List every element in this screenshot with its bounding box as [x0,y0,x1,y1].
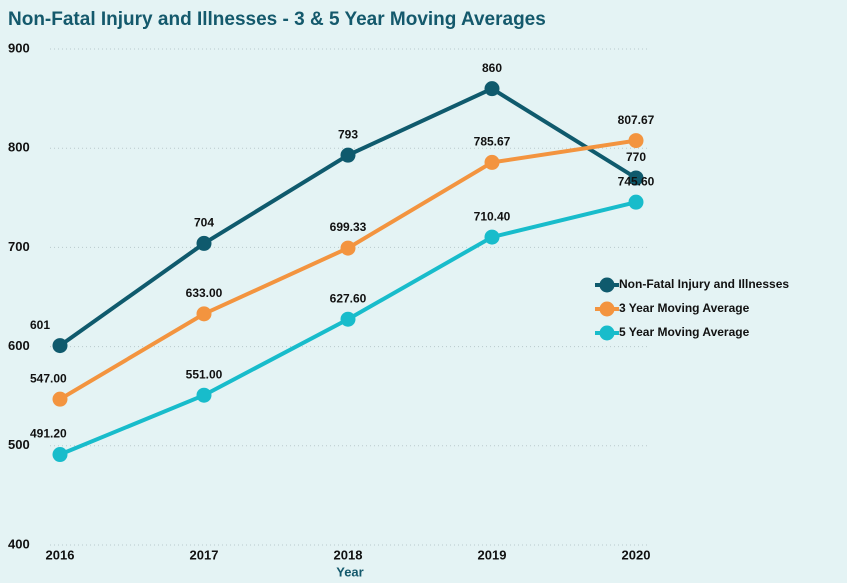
data-label: 627.60 [330,291,367,305]
chart-title: Non-Fatal Injury and Illnesses - 3 & 5 Y… [8,9,546,30]
point [196,306,212,322]
x-tick-label: 2019 [478,547,507,562]
legend-marker [599,301,615,317]
x-tick-label: 2017 [190,547,219,562]
point [484,81,500,97]
data-label: 785.67 [474,135,511,149]
point [628,194,644,210]
legend-label: 3 Year Moving Average [619,301,750,315]
data-label: 633.00 [186,286,223,300]
x-tick-label: 2020 [622,547,651,562]
point [52,338,68,354]
series-line [58,138,637,401]
data-label: 710.40 [474,209,511,223]
x-tick-label: 2016 [46,547,75,562]
data-label: 551.00 [186,367,223,381]
y-tick-label: 900 [8,40,30,55]
data-label: 601 [30,318,50,332]
data-label: 793 [338,127,358,141]
point [628,133,644,149]
data-label: 745.60 [618,174,655,188]
point [628,170,644,186]
legend-marker [599,277,615,293]
point [52,391,68,407]
x-tick-label: 2018 [334,547,363,562]
data-label: 860 [482,61,502,75]
y-tick-label: 600 [8,338,30,353]
point [484,229,500,245]
data-label: 491.20 [30,427,67,441]
point [340,311,356,327]
point [196,387,212,403]
series-line [59,200,637,457]
point [196,235,212,251]
y-tick-label: 500 [8,437,30,452]
point [340,147,356,163]
data-label: 807.67 [618,113,655,127]
y-tick-label: 700 [8,239,30,254]
point [484,154,500,170]
data-label: 699.33 [330,220,367,234]
data-label: 547.00 [30,371,67,385]
point [52,447,68,463]
x-axis-label: Year [336,564,363,579]
y-tick-label: 800 [8,140,30,155]
point [340,240,356,256]
legend-label: Non-Fatal Injury and Illnesses [619,277,789,291]
data-label: 770 [626,150,646,164]
data-label: 704 [194,216,214,230]
legend-marker [599,325,615,341]
legend-label: 5 Year Moving Average [619,325,750,339]
y-tick-label: 400 [8,536,30,551]
